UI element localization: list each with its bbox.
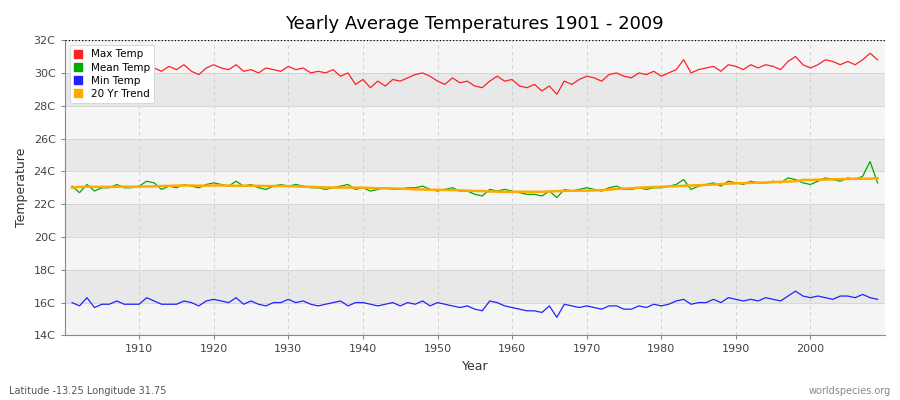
Text: Latitude -13.25 Longitude 31.75: Latitude -13.25 Longitude 31.75	[9, 386, 166, 396]
Bar	[65, 303, 885, 336]
Bar	[65, 237, 885, 270]
Bar	[65, 204, 885, 237]
Legend: Max Temp, Mean Temp, Min Temp, 20 Yr Trend: Max Temp, Mean Temp, Min Temp, 20 Yr Tre…	[70, 45, 154, 103]
Y-axis label: Temperature: Temperature	[15, 148, 28, 228]
Bar	[65, 40, 885, 73]
Bar	[65, 171, 885, 204]
Title: Yearly Average Temperatures 1901 - 2009: Yearly Average Temperatures 1901 - 2009	[285, 15, 664, 33]
Text: worldspecies.org: worldspecies.org	[809, 386, 891, 396]
Bar	[65, 270, 885, 303]
Bar	[65, 73, 885, 106]
Bar	[65, 106, 885, 138]
Bar	[65, 138, 885, 171]
X-axis label: Year: Year	[462, 360, 488, 373]
